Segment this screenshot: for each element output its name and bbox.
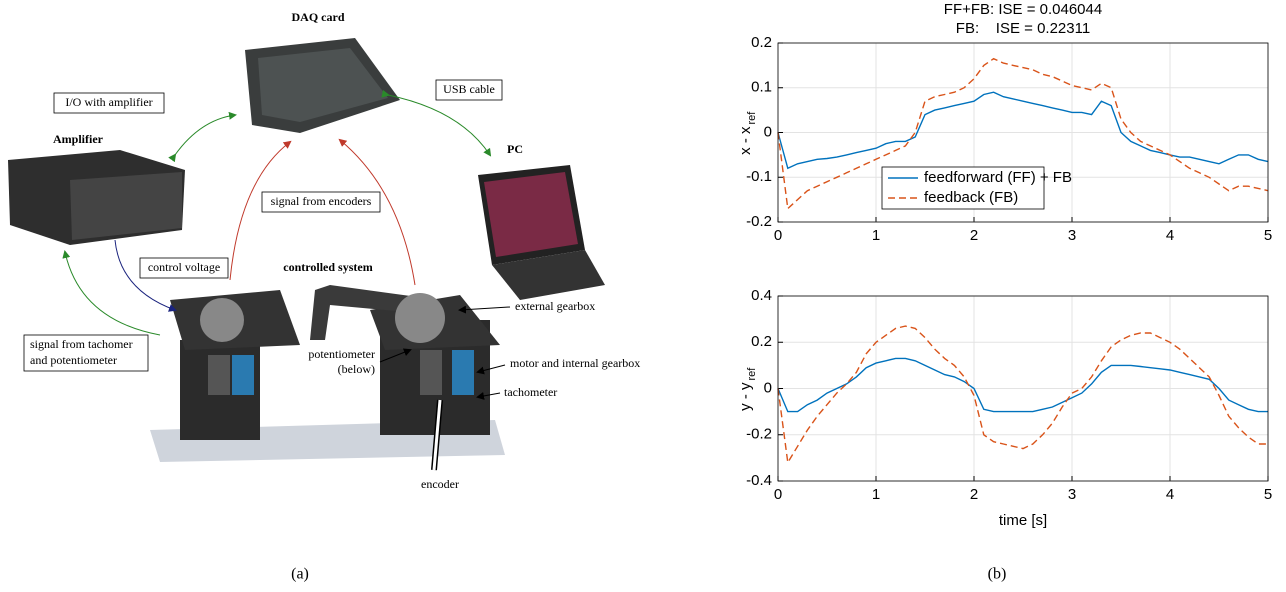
- x-tick-label: 1: [872, 486, 880, 503]
- figure: DAQ card I/O with amplifier USB cable Am…: [0, 0, 1286, 592]
- amplifier-front: [70, 172, 182, 240]
- x-tick-label: 4: [1166, 486, 1174, 503]
- label: tachometer: [504, 385, 557, 399]
- gear: [395, 293, 445, 343]
- legend-label: feedback (FB): [924, 189, 1018, 206]
- x-tick-label: 0: [774, 486, 782, 503]
- gear: [200, 298, 244, 342]
- label: signal from tachomer: [30, 337, 133, 351]
- label: and potentiometer: [30, 353, 117, 367]
- y-axis-label: x - x: [737, 126, 754, 155]
- x-tick-label: 2: [970, 227, 978, 244]
- x-tick-label: 5: [1264, 227, 1272, 244]
- y-tick-label: -0.2: [746, 426, 772, 443]
- label: control voltage: [148, 260, 220, 274]
- charts: 0 1 2 3 4 5 -0.2 -0.1 0 0.1 0.2 FF+FB: ISE = 0.0460…: [737, 1, 1272, 529]
- label: potentiometer: [308, 347, 375, 361]
- y-axis-label: y - y: [737, 382, 754, 411]
- motor: [208, 355, 230, 395]
- caption: (b): [988, 566, 1007, 583]
- x-tick-label: 3: [1068, 486, 1076, 503]
- label: (below): [338, 362, 375, 376]
- series-line: [778, 326, 1268, 462]
- motor: [420, 350, 442, 395]
- label: motor and internal gearbox: [510, 356, 640, 370]
- x-axis-label: time [s]: [999, 512, 1047, 529]
- y-tick-label: 0.2: [751, 333, 772, 350]
- y-tick-label: -0.4: [746, 472, 772, 489]
- series-line: [778, 92, 1268, 168]
- label: encoder: [421, 477, 459, 491]
- y-axis-label-subscript: ref: [746, 367, 758, 381]
- y-tick-label: 0: [764, 379, 772, 396]
- y-tick-label: 0: [764, 123, 772, 140]
- x-tick-label: 1: [872, 227, 880, 244]
- motor: [452, 350, 474, 395]
- y-tick-label: 0.4: [751, 287, 772, 304]
- legend-label: feedforward (FF) + FB: [924, 169, 1072, 186]
- y-tick-label: -0.1: [746, 168, 772, 185]
- x-tick-label: 0: [774, 227, 782, 244]
- chart-title: FF+FB: ISE = 0.046044: [944, 1, 1102, 18]
- y-tick-label: 0.2: [751, 34, 772, 51]
- caption: (a): [291, 566, 309, 583]
- motor: [232, 355, 254, 395]
- x-tick-label: 5: [1264, 486, 1272, 503]
- x-tick-label: 2: [970, 486, 978, 503]
- chart-title: FB: ISE = 0.22311: [956, 20, 1090, 37]
- y-tick-label: 0.1: [751, 79, 772, 96]
- arrow: [388, 95, 490, 155]
- label: signal from encoders: [271, 194, 372, 208]
- label: external gearbox: [515, 299, 595, 313]
- label: I/O with amplifier: [65, 95, 152, 109]
- laptop-display: [484, 172, 578, 257]
- x-tick-label: 4: [1166, 227, 1174, 244]
- series-line: [778, 358, 1268, 411]
- label: PC: [507, 142, 523, 156]
- y-axis-label-subscript: ref: [746, 111, 758, 125]
- label: controlled system: [283, 260, 372, 274]
- label: DAQ card: [292, 10, 345, 24]
- x-tick-label: 3: [1068, 227, 1076, 244]
- arrow: [175, 115, 235, 155]
- label: USB cable: [443, 82, 495, 96]
- label: Amplifier: [53, 132, 104, 146]
- y-tick-label: -0.2: [746, 213, 772, 230]
